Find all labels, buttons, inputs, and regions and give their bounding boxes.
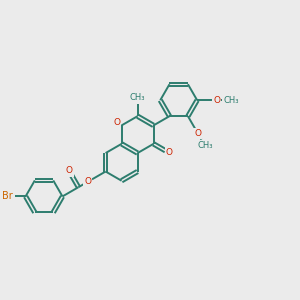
Text: CH₃: CH₃ — [197, 141, 213, 150]
Text: O: O — [113, 118, 120, 127]
Text: CH₃: CH₃ — [223, 96, 239, 105]
Text: O: O — [66, 167, 73, 176]
Text: CH₃: CH₃ — [130, 93, 145, 102]
Text: O: O — [213, 96, 220, 105]
Text: Br: Br — [2, 191, 13, 201]
Text: O: O — [84, 177, 91, 186]
Text: O: O — [194, 129, 201, 138]
Text: O: O — [166, 148, 173, 158]
